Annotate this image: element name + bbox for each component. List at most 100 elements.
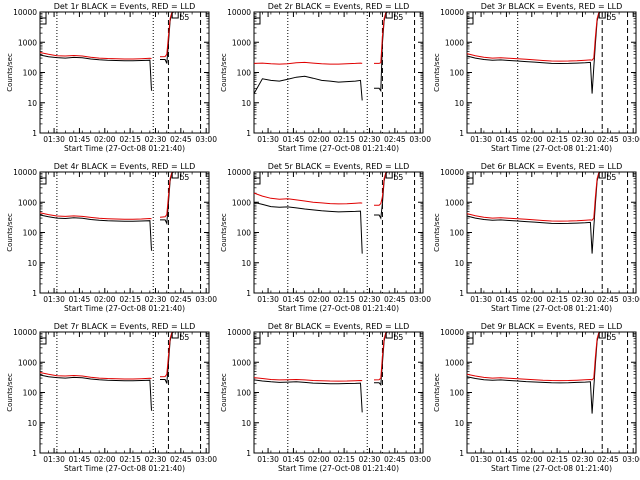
x-axis-label: Start Time (27-Oct-08 01:21:40) xyxy=(64,144,185,153)
x-tick-label: 01:30 xyxy=(257,135,279,144)
y-tick-label: 100 xyxy=(237,229,252,238)
x-tick-label: 01:45 xyxy=(283,135,305,144)
series-lld-line xyxy=(253,171,390,206)
panel-title: Det 9r BLACK = Events, RED = LLD xyxy=(481,322,623,331)
y-axis-label: Counts/sec xyxy=(433,213,441,252)
y-tick-label: 10 xyxy=(454,419,464,428)
y-tick-label: 10000 xyxy=(440,8,464,17)
x-axis-label: Start Time (27-Oct-08 01:21:40) xyxy=(278,144,399,153)
panel-6: Det 6r BLACK = Events, RED = LLD 1 10 100 10… xyxy=(433,162,640,313)
panel-title: Det 5r BLACK = Events, RED = LLD xyxy=(268,162,410,171)
plot-frame xyxy=(466,171,637,294)
y-tick-label: 10000 xyxy=(13,168,37,177)
x-tick-label: 03:00 xyxy=(195,295,217,304)
spike-marker xyxy=(171,11,179,19)
x-tick-label: 02:30 xyxy=(572,295,594,304)
x-tick-label: 02:30 xyxy=(145,455,167,464)
y-axis-label: Counts/sec xyxy=(220,53,228,92)
y-axis-label: Counts/sec xyxy=(6,53,14,92)
y-axis-label: Counts/sec xyxy=(220,213,228,252)
x-tick-label: 03:00 xyxy=(195,135,217,144)
y-tick-label: 1 xyxy=(459,289,464,298)
x-tick-label: 01:30 xyxy=(257,295,279,304)
y-tick-label: 10 xyxy=(27,99,37,108)
spike-marker-label: b5 xyxy=(606,13,616,22)
panel-title: Det 2r BLACK = Events, RED = LLD xyxy=(268,2,410,11)
y-tick-label: 100 xyxy=(450,389,465,398)
y-tick-label: 1 xyxy=(459,129,464,138)
series-events-line xyxy=(466,331,603,414)
x-tick-label: 02:45 xyxy=(384,135,406,144)
x-tick-label: 02:00 xyxy=(308,135,330,144)
x-tick-label: 02:30 xyxy=(145,135,167,144)
x-tick-label: 02:30 xyxy=(359,455,381,464)
series-events-line xyxy=(39,331,176,411)
y-tick-label: 1 xyxy=(459,449,464,458)
y-tick-label: 10 xyxy=(241,419,251,428)
x-tick-label: 03:00 xyxy=(409,455,431,464)
x-tick-label: 02:15 xyxy=(333,295,355,304)
x-tick-label: 01:45 xyxy=(283,455,305,464)
panel-3: Det 3r BLACK = Events, RED = LLD 1 10 100 10… xyxy=(433,2,640,153)
series-events-line xyxy=(253,171,390,254)
y-tick-label: 100 xyxy=(23,229,38,238)
series-lld-line xyxy=(253,11,390,65)
x-axis-label: Start Time (27-Oct-08 01:21:40) xyxy=(278,304,399,313)
y-tick-label: 1000 xyxy=(232,38,251,47)
x-tick-label: 02:15 xyxy=(333,135,355,144)
panel-title: Det 4r BLACK = Events, RED = LLD xyxy=(54,162,196,171)
x-tick-label: 03:00 xyxy=(409,295,431,304)
series-lld-line xyxy=(466,171,603,222)
y-tick-label: 10000 xyxy=(13,8,37,17)
x-tick-label: 01:30 xyxy=(43,455,65,464)
spike-marker-label: b5 xyxy=(179,173,189,182)
spike-marker-label: b5 xyxy=(393,333,403,342)
plot-frame xyxy=(39,171,210,294)
y-tick-label: 1 xyxy=(246,289,251,298)
x-tick-label: 02:45 xyxy=(597,455,619,464)
y-tick-label: 1000 xyxy=(445,198,464,207)
y-tick-label: 10 xyxy=(27,419,37,428)
x-tick-label: 02:45 xyxy=(170,295,192,304)
x-tick-label: 01:45 xyxy=(496,455,518,464)
spike-marker-label: b5 xyxy=(393,13,403,22)
x-tick-label: 01:45 xyxy=(496,135,518,144)
series-lld-line xyxy=(39,331,176,380)
x-tick-label: 02:30 xyxy=(145,295,167,304)
corner-marker xyxy=(39,337,47,345)
x-tick-label: 02:45 xyxy=(170,455,192,464)
panel-1: Det 1r BLACK = Events, RED = LLD 1 10 100 10… xyxy=(6,2,217,153)
y-tick-label: 1000 xyxy=(18,38,37,47)
x-axis-label: Start Time (27-Oct-08 01:21:40) xyxy=(491,144,612,153)
y-tick-label: 100 xyxy=(450,229,465,238)
x-tick-label: 02:00 xyxy=(521,135,543,144)
series-events-line xyxy=(39,11,176,91)
spike-marker xyxy=(385,11,393,19)
x-tick-label: 03:00 xyxy=(622,135,640,144)
panel-9: Det 9r BLACK = Events, RED = LLD 1 10 100 10… xyxy=(433,322,640,473)
corner-marker xyxy=(253,17,261,25)
x-tick-label: 02:00 xyxy=(308,455,330,464)
panel-title: Det 8r BLACK = Events, RED = LLD xyxy=(268,322,410,331)
x-tick-label: 01:30 xyxy=(470,455,492,464)
series-events-line xyxy=(466,171,603,254)
corner-marker xyxy=(253,337,261,345)
panel-title: Det 1r BLACK = Events, RED = LLD xyxy=(54,2,196,11)
spike-marker xyxy=(598,331,606,339)
plot-frame xyxy=(466,11,637,134)
y-tick-label: 1000 xyxy=(232,358,251,367)
x-tick-label: 03:00 xyxy=(409,135,431,144)
x-tick-label: 01:30 xyxy=(43,295,65,304)
y-axis-label: Counts/sec xyxy=(433,373,441,412)
plot-frame xyxy=(466,331,637,454)
y-tick-label: 10000 xyxy=(227,8,251,17)
y-tick-label: 1000 xyxy=(232,198,251,207)
spike-marker xyxy=(171,171,179,179)
plot-frame xyxy=(253,331,424,454)
spike-marker-label: b5 xyxy=(179,333,189,342)
x-tick-label: 01:45 xyxy=(69,295,91,304)
spike-marker-label: b5 xyxy=(179,13,189,22)
x-tick-label: 02:15 xyxy=(119,135,141,144)
panel-title: Det 7r BLACK = Events, RED = LLD xyxy=(54,322,196,331)
